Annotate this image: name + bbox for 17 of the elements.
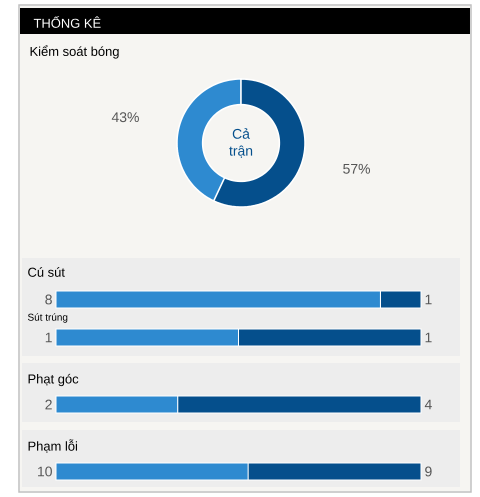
data-label: 43% xyxy=(112,112,139,122)
text: Cả trận xyxy=(229,128,252,158)
data-label: 4 xyxy=(424,400,432,410)
chart-title: THỐNG KÊ xyxy=(34,16,101,28)
data-label: 1 xyxy=(426,294,432,304)
chart-title: Phạt góc xyxy=(28,374,78,386)
chart-title: Phạm lỗi xyxy=(28,439,78,453)
chart-title: Sút trúng xyxy=(28,313,68,323)
data-label: 57% xyxy=(343,164,370,174)
data-label: 2 xyxy=(45,400,52,410)
data-label: 1 xyxy=(46,332,52,342)
chart-subtitle: Kiểm soát bóng xyxy=(30,45,119,59)
data-label: 9 xyxy=(425,466,432,476)
data-label: 1 xyxy=(426,332,432,342)
data-label: 8 xyxy=(45,294,52,304)
data-label: 10 xyxy=(38,466,52,476)
chart-title: Cú sút xyxy=(28,267,65,277)
